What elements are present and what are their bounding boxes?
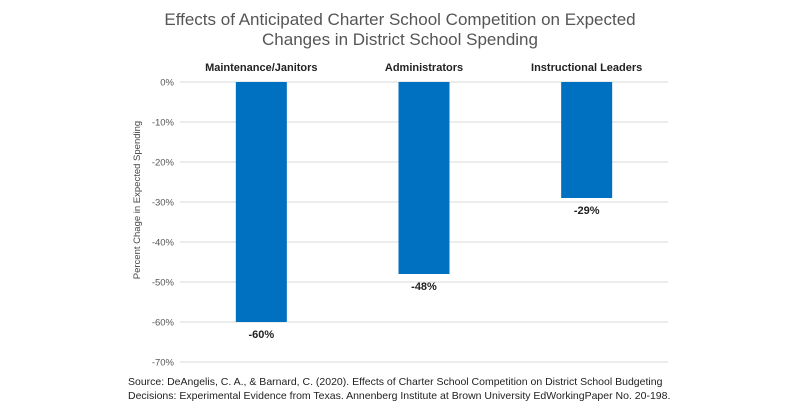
y-tick-label: 0% — [160, 78, 174, 89]
source-citation-line-2: Decisions: Experimental Evidence from Te… — [128, 390, 671, 402]
chart-title-line-2: Changes in District School Spending — [262, 30, 538, 49]
source-citation-line-1: Source: DeAngelis, C. A., & Barnard, C. … — [128, 376, 663, 388]
y-tick-label: -20% — [152, 158, 175, 169]
bar — [398, 82, 450, 274]
y-tick-label: -10% — [152, 118, 175, 129]
bar — [561, 82, 613, 198]
y-axis-tick-labels: 0% -10% -20% -30% -40% -50% -60% -70% — [152, 78, 175, 369]
data-label: -48% — [411, 281, 437, 293]
y-axis-label: Percent Chage in Expected Spending — [132, 121, 143, 279]
category-label: Maintenance/Janitors — [205, 62, 317, 74]
category-label: Instructional Leaders — [531, 62, 642, 74]
chart-title-line-1: Effects of Anticipated Charter School Co… — [164, 10, 636, 29]
y-tick-label: -70% — [152, 358, 175, 369]
y-tick-label: -40% — [152, 238, 175, 249]
y-tick-label: -30% — [152, 198, 175, 209]
bar — [235, 82, 287, 322]
y-tick-label: -60% — [152, 318, 175, 329]
data-label: -60% — [248, 329, 274, 341]
data-label: -29% — [574, 205, 600, 217]
bars — [235, 82, 613, 322]
y-tick-label: -50% — [152, 278, 175, 289]
data-labels: -60% -48% -29% — [248, 205, 599, 341]
category-label: Administrators — [385, 62, 463, 74]
category-labels: Maintenance/Janitors Administrators Instru… — [205, 62, 642, 74]
